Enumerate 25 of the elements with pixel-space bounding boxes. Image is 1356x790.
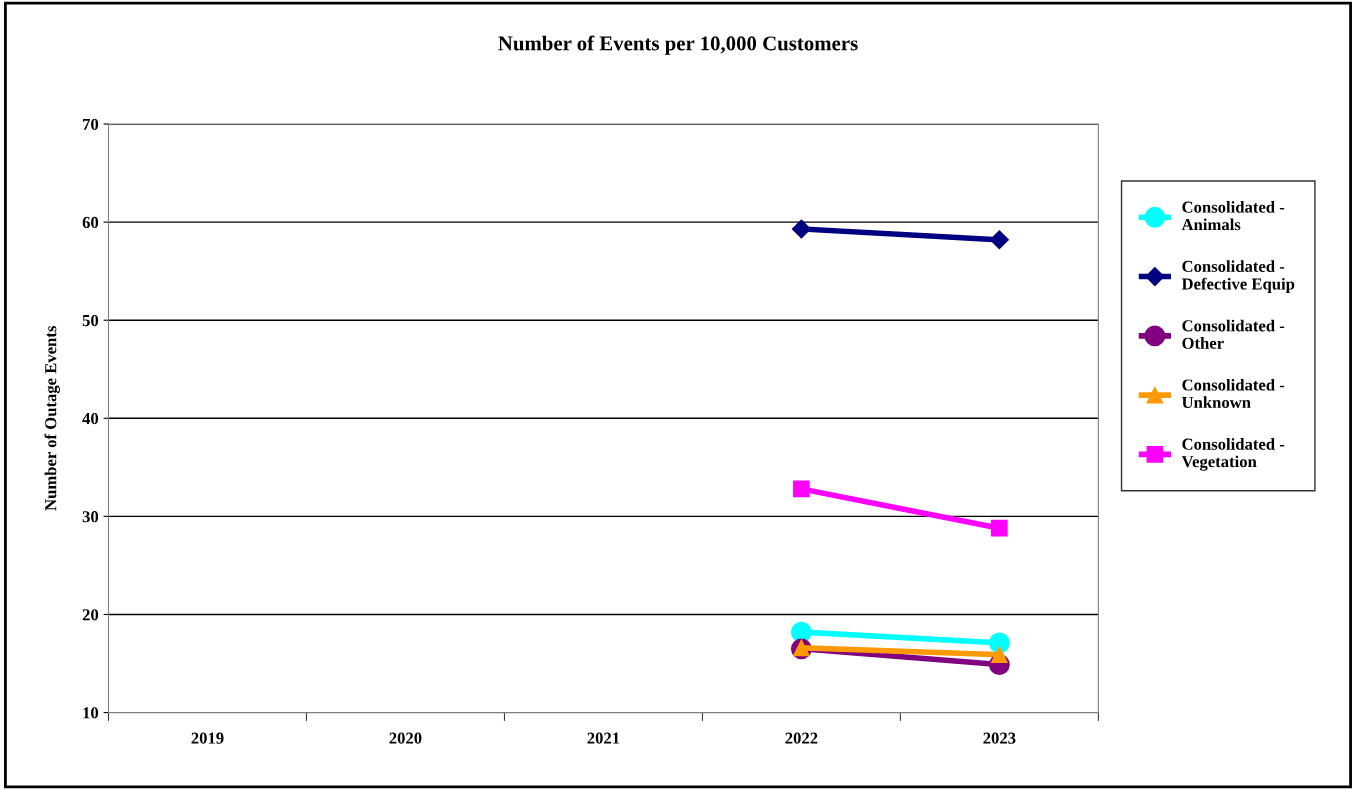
point: [991, 519, 1008, 537]
y-tick-label: 10: [83, 707, 99, 719]
point: [988, 632, 1010, 654]
legend-label: Consolidated - Animals: [1181, 201, 1285, 231]
point: [791, 219, 811, 239]
y-tick-label: 20: [82, 609, 99, 621]
y-tick-label: 50: [82, 314, 99, 327]
legend-label: Consolidated - Defective Equip: [1181, 260, 1295, 294]
y-tick-label: 60: [82, 216, 99, 229]
legend-label: Consolidated - Other: [1182, 319, 1285, 349]
x-tick-label: 2021: [587, 732, 620, 744]
point: [989, 230, 1009, 250]
y-tick-label: 40: [82, 413, 99, 425]
point: [793, 480, 810, 498]
x-tick-label: 2019: [191, 732, 224, 744]
y-tick-label: 70: [83, 118, 99, 130]
x-tick-label: 2023: [983, 732, 1016, 744]
legend-label: Consolidated - Unknown: [1181, 378, 1285, 409]
x-tick-label: 2022: [785, 732, 818, 744]
y-tick-label: 30: [82, 511, 99, 523]
y-axis-title: Number of Outage Events: [44, 326, 60, 511]
point: [991, 646, 1008, 664]
chart-title: Number of Events per 10,000 Customers: [498, 35, 858, 55]
x-tick-label: 2020: [389, 732, 422, 744]
legend-label: Consolidated - Vegetation: [1181, 438, 1285, 471]
